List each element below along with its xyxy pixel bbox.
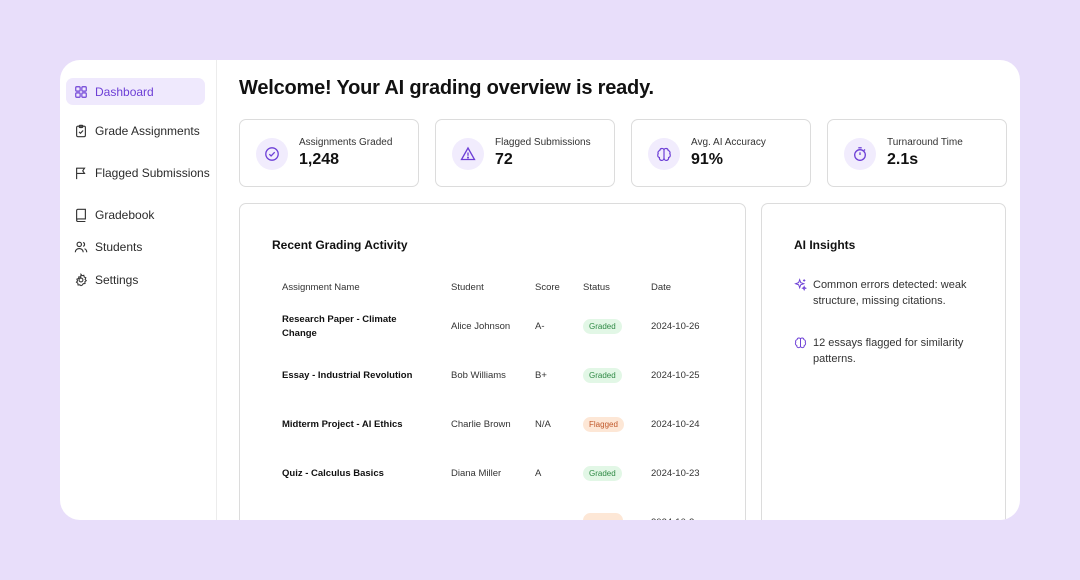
- cell-status: Graded: [573, 302, 641, 351]
- stat-label: Flagged Submissions: [495, 137, 591, 148]
- table-row[interactable]: Essay - Industrial Revolution Bob Willia…: [272, 351, 722, 400]
- stat-card-assignments-graded: Assignments Graded 1,248: [239, 119, 419, 187]
- sidebar-item-label: Flagged Submissions: [95, 165, 210, 180]
- insight-text: Common errors detected: weak structure, …: [813, 279, 967, 307]
- cell-assignment: Midterm Project - AI Ethics: [282, 418, 403, 430]
- layout-grid-icon: [74, 85, 88, 99]
- cell-assignment: Quiz - Calculus Basics: [282, 467, 384, 479]
- main-content: Welcome! Your AI grading overview is rea…: [217, 60, 1020, 520]
- cell-score: A: [535, 467, 542, 479]
- sidebar-item-label: Dashboard: [95, 84, 154, 99]
- sidebar-item-label: Grade Assignments: [95, 123, 200, 138]
- table-row[interactable]: Midterm Project - AI Ethics Charlie Brow…: [272, 400, 722, 449]
- cell-assignment: Essay - Industrial Revolution: [282, 369, 413, 381]
- users-icon: [74, 240, 88, 254]
- page-title: Welcome! Your AI grading overview is rea…: [239, 77, 654, 99]
- cell-student: Charlie Brown: [451, 418, 511, 430]
- cell-date: 2024-10-23: [651, 467, 700, 479]
- recent-activity-panel: Recent Grading Activity Assignment Name …: [239, 203, 746, 520]
- cell-score: B+: [535, 369, 547, 381]
- column-header-status: Status: [583, 281, 610, 293]
- cell-status: Flagged: [573, 400, 641, 449]
- sidebar-item-label: Students: [95, 239, 143, 254]
- gear-icon: [74, 272, 88, 287]
- sidebar-item-dashboard[interactable]: Dashboard: [66, 78, 205, 105]
- stopwatch-icon: [844, 138, 876, 170]
- sparkle-icon: [794, 278, 808, 292]
- stat-card-ai-accuracy: Avg. AI Accuracy 91%: [631, 119, 811, 187]
- table-row[interactable]: Quiz - Calculus Basics Diana Miller A Gr…: [272, 449, 722, 498]
- cell-student: [441, 498, 525, 520]
- status-badge: Graded: [583, 466, 622, 481]
- stat-value: 1,248: [299, 151, 340, 168]
- status-badge: [583, 512, 623, 520]
- stat-label: Assignments Graded: [299, 137, 393, 148]
- cell-score: A-: [535, 320, 545, 332]
- column-header-assignment: Assignment Name: [282, 281, 360, 293]
- cell-assignment: [272, 498, 441, 520]
- check-circle-icon: [256, 138, 288, 170]
- cell-date: 2024-10-26: [651, 320, 700, 332]
- cell-status: Graded: [573, 449, 641, 498]
- cell-student: Diana Miller: [451, 467, 502, 479]
- insight-text: 12 essays flagged for similarity pattern…: [813, 337, 964, 365]
- insight-item: 12 essays flagged for similarity pattern…: [794, 335, 983, 367]
- table-header-row: Assignment Name Student Score Status Dat…: [272, 272, 722, 302]
- brain-icon: [648, 138, 680, 170]
- clipboard-check-icon: [74, 124, 88, 138]
- book-icon: [74, 208, 88, 222]
- brain-icon: [794, 336, 807, 349]
- stat-card-flagged-submissions: Flagged Submissions 72: [435, 119, 615, 187]
- cell-student: Bob Williams: [451, 369, 506, 381]
- insight-item: Common errors detected: weak structure, …: [794, 277, 983, 309]
- column-header-date: Date: [651, 281, 672, 293]
- stat-label: Avg. AI Accuracy: [691, 137, 766, 148]
- table-row[interactable]: 2024-10-2: [272, 498, 722, 520]
- stat-value: 2.1s: [887, 151, 919, 168]
- panel-title: Recent Grading Activity: [272, 238, 408, 252]
- cell-assignment: Research Paper - Climate Change: [282, 313, 397, 339]
- cell-date: 2024-10-25: [651, 369, 700, 381]
- cell-date: 2024-10-2: [641, 498, 722, 521]
- sidebar: Dashboard Grade Assignments Flagged Subm…: [60, 60, 217, 520]
- column-header-score: Score: [535, 281, 560, 293]
- cell-status: Graded: [573, 351, 641, 400]
- cell-score: [525, 498, 573, 520]
- status-badge: Graded: [583, 319, 622, 334]
- sidebar-item-label: Gradebook: [95, 207, 155, 222]
- cell-student: Alice Johnson: [451, 320, 511, 332]
- sidebar-item-gradebook[interactable]: Gradebook: [66, 201, 205, 228]
- table-row[interactable]: Research Paper - Climate Change Alice Jo…: [272, 302, 722, 351]
- activity-table: Assignment Name Student Score Status Dat…: [272, 272, 722, 520]
- cell-score: N/A: [535, 418, 551, 430]
- status-badge: Graded: [583, 368, 622, 383]
- stat-value: 72: [495, 151, 513, 168]
- cell-status: [573, 498, 641, 520]
- column-header-student: Student: [451, 281, 484, 293]
- ai-insights-panel: AI Insights Common errors detected: weak…: [761, 203, 1006, 520]
- flag-icon: [74, 166, 88, 180]
- stat-card-turnaround-time: Turnaround Time 2.1s: [827, 119, 1007, 187]
- warning-icon: [452, 138, 484, 170]
- sidebar-item-label: Settings: [95, 272, 139, 287]
- stat-value: 91%: [691, 151, 724, 168]
- sidebar-item-settings[interactable]: Settings: [66, 266, 205, 293]
- stat-label: Turnaround Time: [887, 137, 963, 148]
- cell-date: 2024-10-24: [651, 418, 700, 430]
- app-window: Dashboard Grade Assignments Flagged Subm…: [60, 60, 1020, 520]
- status-badge: Flagged: [583, 417, 624, 432]
- panel-title: AI Insights: [794, 238, 856, 252]
- sidebar-item-grade-assignments[interactable]: Grade Assignments: [66, 117, 205, 144]
- sidebar-item-students[interactable]: Students: [66, 233, 205, 260]
- sidebar-item-flagged-submissions[interactable]: Flagged Submissions: [66, 159, 210, 186]
